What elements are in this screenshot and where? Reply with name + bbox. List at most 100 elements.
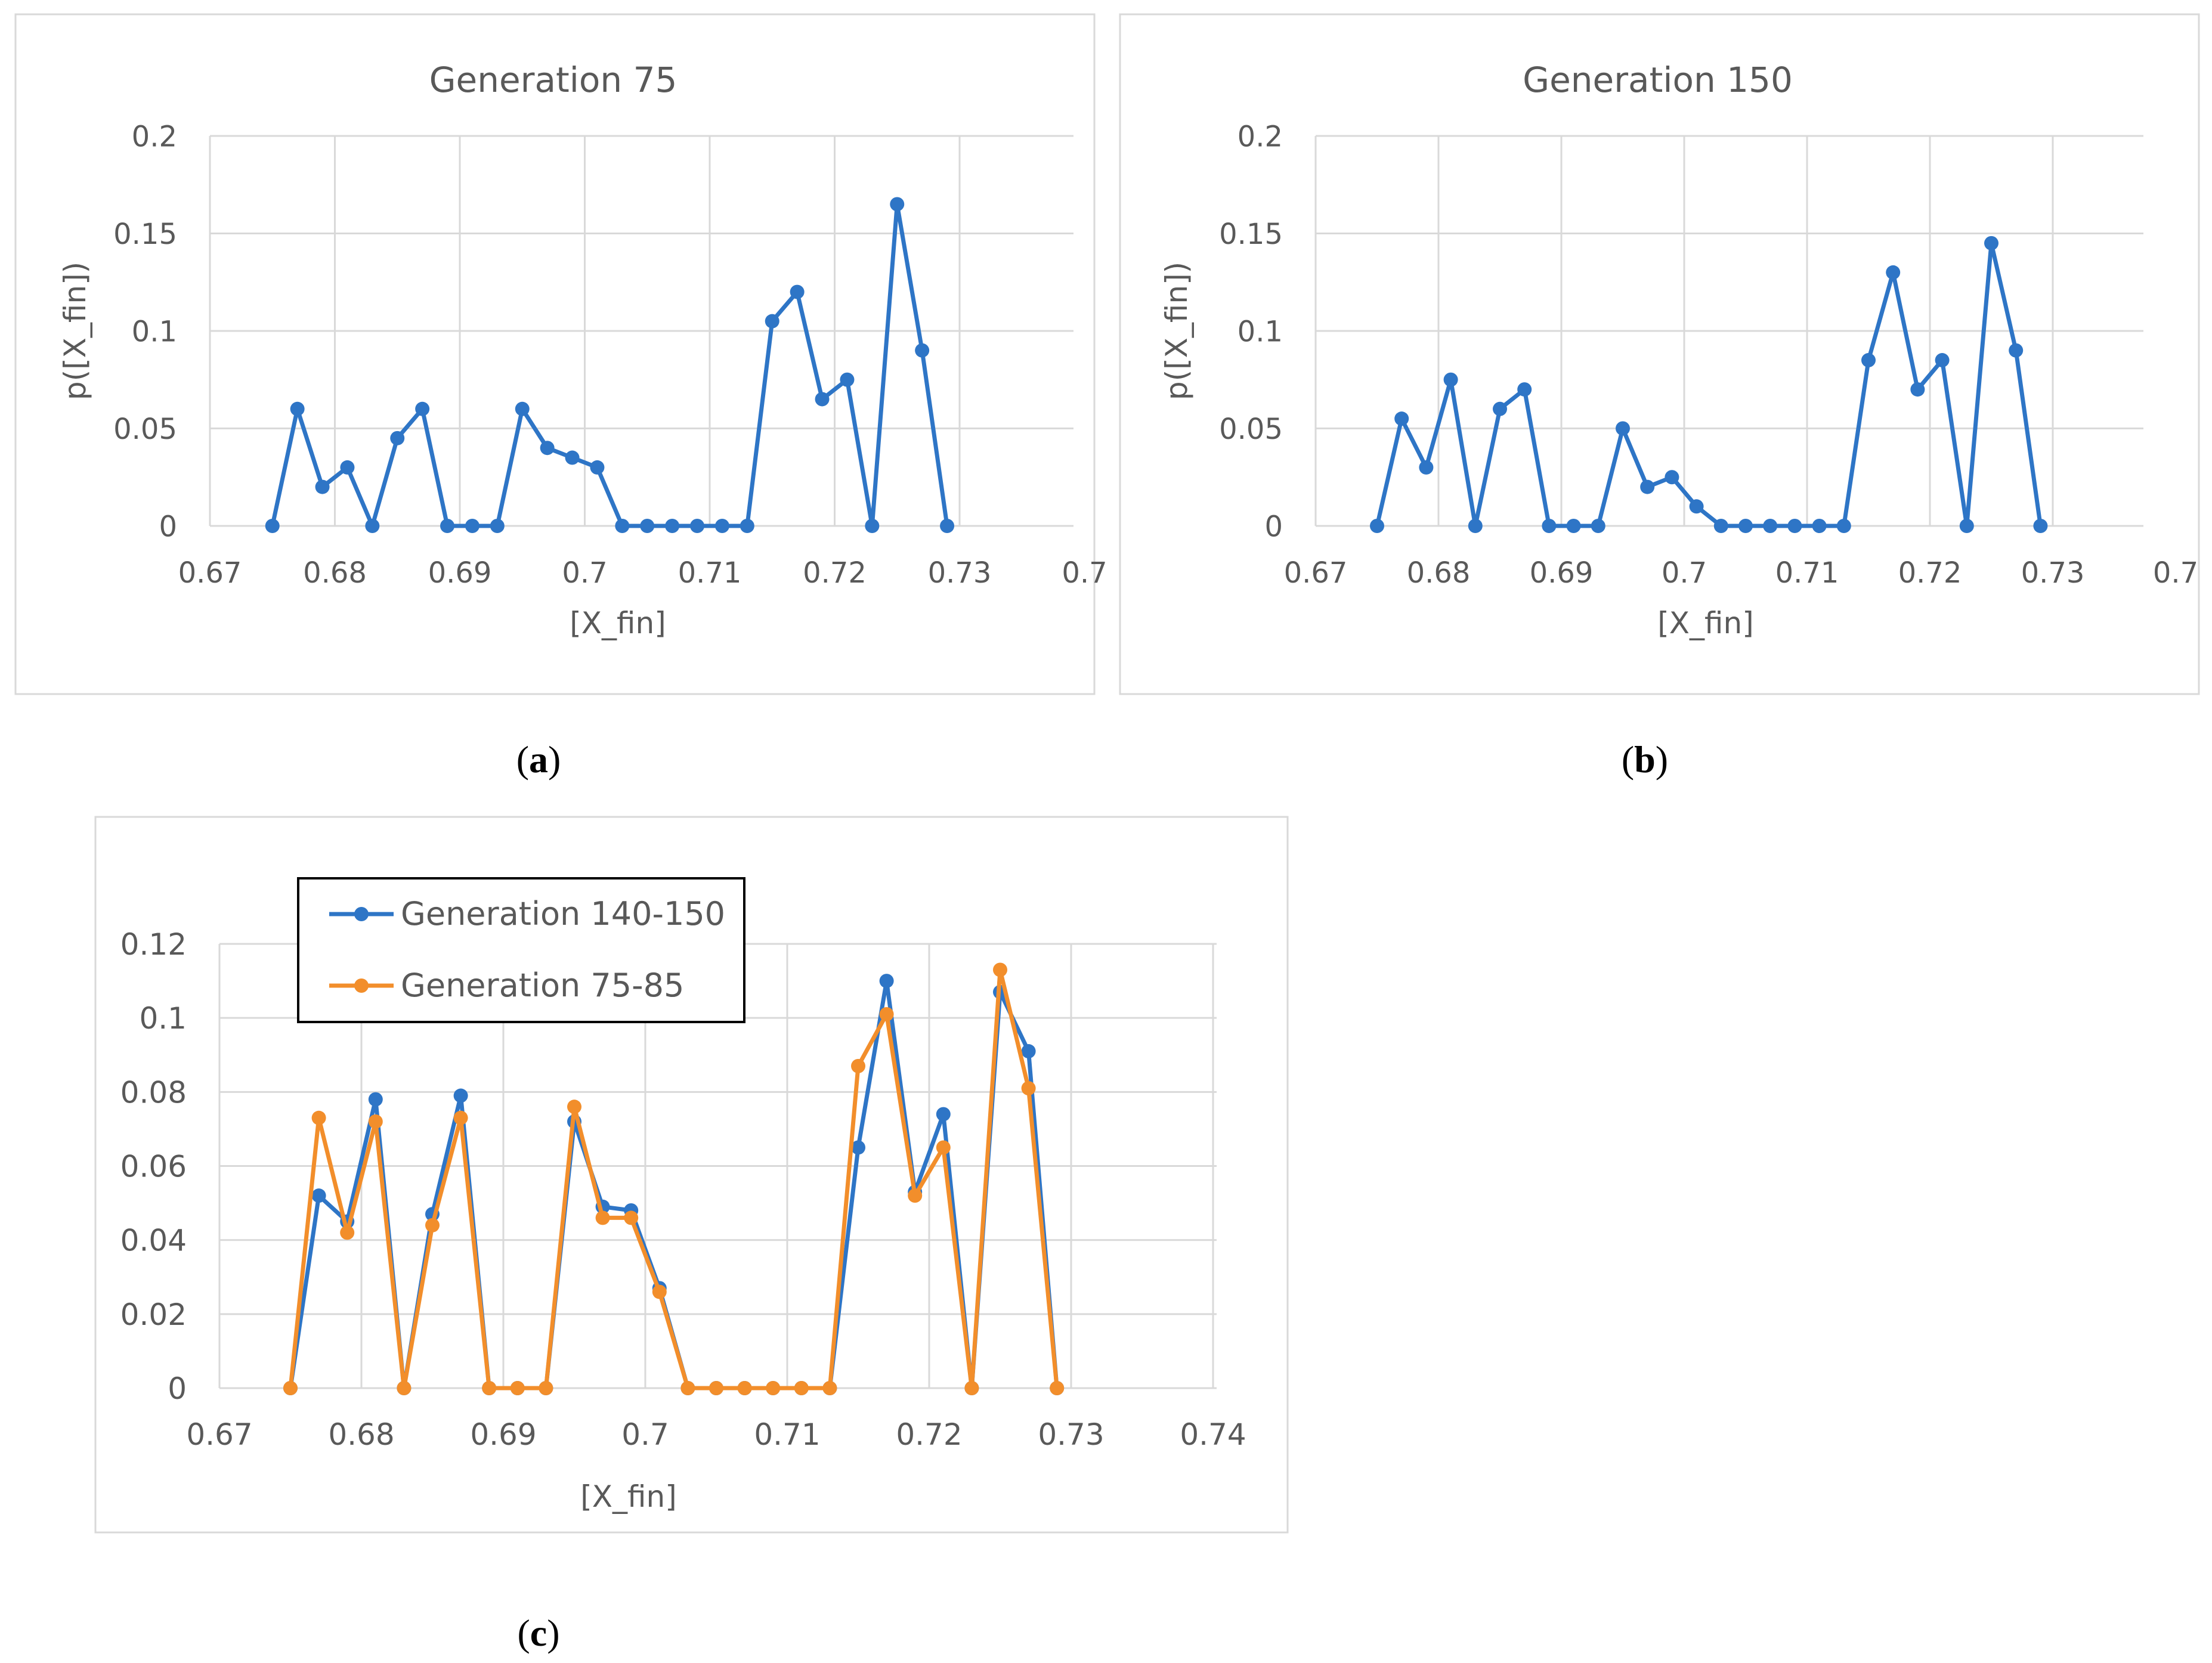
- data-point: [1689, 499, 1704, 514]
- data-point: [1935, 353, 1950, 368]
- x-tick-label: 0.72: [1898, 556, 1962, 590]
- data-point: [465, 519, 479, 533]
- panel-caption: (b): [1622, 738, 1668, 781]
- data-point: [940, 519, 955, 533]
- x-tick-label: 0.67: [186, 1417, 252, 1452]
- x-axis-label: [X_fin]: [580, 1479, 676, 1514]
- data-point: [740, 519, 754, 533]
- data-point: [590, 460, 605, 475]
- x-axis-label: [X_fin]: [1657, 606, 1753, 640]
- series-line: [288, 967, 1059, 1391]
- legend-label: Generation 75-85: [401, 967, 684, 1004]
- data-point: [490, 519, 505, 533]
- y-axis-label: p([X_fin]): [58, 262, 92, 400]
- data-point: [680, 1381, 695, 1395]
- y-tick-label: 0.08: [120, 1075, 187, 1110]
- data-point: [1713, 519, 1728, 533]
- data-point: [1493, 401, 1507, 416]
- data-point: [879, 1007, 894, 1021]
- x-tick-label: 0.7: [1662, 556, 1707, 590]
- chart-panel-a: 00.050.10.150.20.67 0.68 0.69 0.7 0.71 0.72 0.…: [14, 13, 1107, 781]
- y-tick-labels: 0 0.05 0.1 0.15 0.2: [113, 120, 177, 543]
- data-point: [1021, 1044, 1036, 1059]
- caption-letter: a: [529, 738, 548, 781]
- data-point: [1787, 519, 1802, 533]
- data-point: [865, 519, 880, 533]
- x-tick-label: 0.68: [1407, 556, 1471, 590]
- x-tick-label: 0.73: [928, 556, 992, 590]
- data-point: [1566, 519, 1581, 533]
- y-tick-labels: 0 0.02 0.04 0.06 0.08 0.1 0.12: [120, 927, 187, 1406]
- data-point: [915, 343, 930, 358]
- data-point: [1861, 353, 1876, 368]
- x-tick-label: 0.7: [621, 1417, 669, 1452]
- chart-panel-b: 00.050.10.150.20.67 0.68 0.69 0.7 0.71 0.72 0.…: [1119, 13, 2200, 781]
- x-tick-label: 0.71: [678, 556, 742, 590]
- y-tick-label: 0.12: [120, 927, 187, 962]
- x-tick-label: 0.7: [562, 556, 607, 590]
- data-point: [840, 372, 855, 387]
- x-tick-labels: 0.67 0.68 0.69 0.7 0.71 0.72 0.73 0.74: [186, 1417, 1246, 1452]
- x-tick-label: 0.72: [803, 556, 867, 590]
- caption-open: (: [517, 1612, 530, 1654]
- data-point: [1886, 265, 1901, 280]
- chart-frame: [1119, 13, 2200, 695]
- data-point: [1021, 1081, 1036, 1096]
- series-line: [1375, 241, 2043, 528]
- y-tick-label: 0.2: [1238, 120, 1283, 153]
- legend-swatch-marker: [354, 907, 369, 921]
- data-point: [595, 1210, 610, 1225]
- data-point: [482, 1381, 497, 1395]
- data-point: [709, 1381, 723, 1395]
- series-2: [283, 962, 1065, 1395]
- chart-frame: [14, 13, 1096, 695]
- data-point: [415, 401, 430, 416]
- data-point: [815, 392, 830, 407]
- data-point: [794, 1381, 809, 1395]
- panel-caption: (c): [517, 1612, 559, 1654]
- data-point: [690, 519, 705, 533]
- y-tick-label: 0.1: [1238, 315, 1283, 348]
- data-point: [1836, 519, 1851, 533]
- data-point: [540, 441, 555, 456]
- data-point: [1443, 372, 1458, 387]
- caption-close: ): [547, 1612, 559, 1654]
- data-point: [315, 479, 330, 494]
- y-tick-labels: 0 0.05 0.1 0.15 0.2: [1219, 120, 1283, 543]
- x-tick-labels: 0.67 0.68 0.69 0.7 0.71 0.72 0.73 0.7: [178, 556, 1107, 590]
- data-point: [1468, 519, 1483, 533]
- series-1: [265, 197, 955, 533]
- x-tick-label: 0.73: [1038, 1417, 1104, 1452]
- data-point: [365, 519, 380, 533]
- y-tick-label: 0.15: [1219, 218, 1283, 251]
- data-point: [390, 431, 405, 445]
- y-tick-label: 0.05: [113, 413, 177, 446]
- caption-open: (: [1622, 738, 1634, 781]
- data-point: [453, 1088, 468, 1103]
- data-point: [851, 1058, 865, 1073]
- data-point: [283, 1381, 298, 1395]
- data-point: [453, 1110, 468, 1125]
- y-tick-label: 0.1: [139, 1001, 187, 1036]
- x-tick-label: 0.73: [2021, 556, 2085, 590]
- data-point: [340, 460, 355, 475]
- data-point: [510, 1381, 525, 1395]
- y-tick-label: 0.06: [120, 1150, 187, 1184]
- data-point: [290, 401, 305, 416]
- caption-close: ): [1656, 738, 1668, 781]
- data-point: [1812, 519, 1827, 533]
- y-tick-label: 0.1: [132, 315, 177, 348]
- x-tick-labels: 0.67 0.68 0.69 0.7 0.71 0.72 0.73 0.7: [1284, 556, 2199, 590]
- data-point: [1910, 382, 1925, 397]
- x-tick-label: 0.69: [428, 556, 492, 590]
- data-point: [640, 519, 655, 533]
- data-point: [822, 1381, 837, 1395]
- caption-letter: c: [530, 1612, 547, 1654]
- data-point: [766, 1381, 781, 1395]
- x-tick-label: 0.71: [754, 1417, 820, 1452]
- caption-open: (: [516, 738, 529, 781]
- data-point: [340, 1225, 355, 1240]
- data-point: [1419, 460, 1434, 475]
- y-tick-label: 0.04: [120, 1224, 187, 1258]
